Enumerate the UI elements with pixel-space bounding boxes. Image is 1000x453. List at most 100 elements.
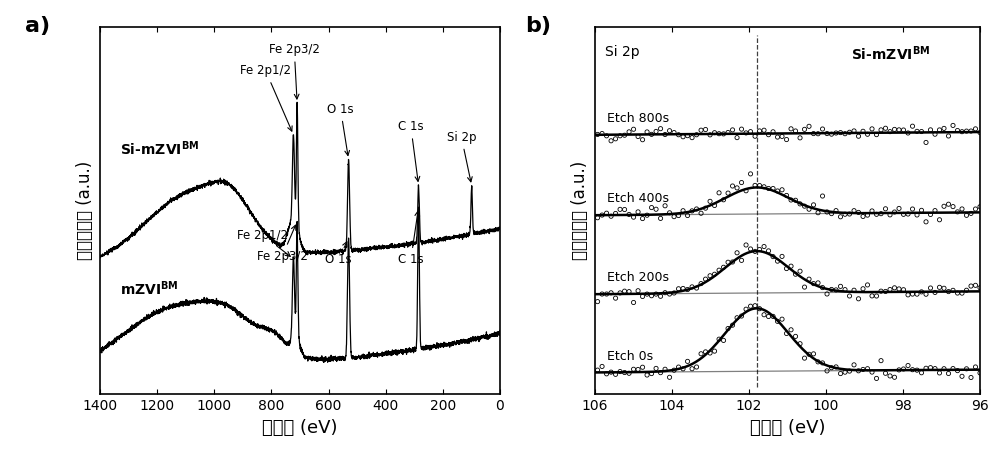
Point — [968, 282, 984, 289]
Point — [747, 248, 763, 255]
Point — [936, 125, 952, 132]
Point — [770, 257, 786, 265]
Point — [851, 209, 867, 216]
Point — [860, 365, 876, 372]
Point — [734, 313, 750, 320]
Point — [824, 130, 840, 138]
Point — [882, 211, 898, 218]
Point — [842, 129, 858, 136]
Point — [851, 295, 867, 303]
Point — [864, 292, 880, 299]
Point — [900, 362, 916, 369]
Point — [824, 210, 840, 217]
Point — [648, 365, 664, 372]
Point — [855, 366, 871, 373]
Point — [887, 284, 903, 291]
Point — [927, 207, 943, 214]
Point — [837, 130, 853, 137]
Point — [693, 210, 709, 217]
Point — [599, 290, 615, 298]
Point — [711, 266, 727, 274]
Point — [923, 284, 939, 292]
Point — [684, 365, 700, 372]
Point — [725, 322, 741, 329]
Point — [612, 206, 628, 213]
Point — [720, 129, 736, 136]
Point — [950, 208, 966, 216]
Point — [662, 374, 678, 381]
Text: Si 2p: Si 2p — [447, 131, 476, 182]
Text: O 1s: O 1s — [327, 103, 354, 155]
Point — [608, 210, 624, 217]
Point — [909, 366, 925, 374]
Point — [747, 133, 763, 140]
Point — [878, 288, 894, 295]
Point — [608, 135, 624, 142]
Point — [864, 207, 880, 215]
Point — [932, 126, 948, 134]
Point — [680, 132, 696, 139]
Text: Fe 2p3/2: Fe 2p3/2 — [269, 43, 320, 99]
Point — [923, 211, 939, 218]
Point — [612, 289, 628, 297]
Point — [779, 192, 795, 199]
Point — [657, 289, 673, 296]
Point — [729, 314, 745, 321]
Point — [666, 366, 682, 374]
Point — [603, 289, 619, 296]
Point — [617, 288, 633, 295]
Point — [734, 257, 750, 264]
Point — [869, 211, 885, 218]
Point — [806, 130, 822, 137]
Point — [734, 179, 750, 186]
Point — [702, 349, 718, 357]
Point — [972, 369, 988, 376]
Point — [900, 291, 916, 299]
Point — [941, 201, 957, 208]
Point — [698, 275, 714, 283]
Point — [743, 246, 759, 253]
Point — [936, 202, 952, 210]
Point — [729, 184, 745, 192]
Point — [905, 205, 921, 212]
Point — [873, 288, 889, 295]
Text: Fe 2p3/2: Fe 2p3/2 — [257, 225, 308, 263]
Point — [747, 302, 763, 309]
Point — [608, 294, 624, 302]
Point — [837, 369, 853, 376]
Point — [833, 129, 849, 136]
Text: C 1s: C 1s — [398, 120, 424, 181]
Text: a): a) — [25, 16, 50, 36]
Point — [617, 131, 633, 139]
Point — [657, 131, 673, 138]
Point — [680, 358, 696, 365]
Point — [959, 287, 975, 294]
Point — [900, 210, 916, 217]
Point — [707, 202, 723, 209]
Point — [806, 350, 822, 357]
Point — [891, 205, 907, 212]
Point — [716, 337, 732, 344]
Point — [594, 363, 610, 370]
Point — [590, 214, 606, 222]
Point — [729, 134, 745, 141]
Point — [693, 280, 709, 287]
Point — [756, 243, 772, 250]
Point — [815, 193, 831, 200]
Point — [887, 374, 903, 381]
Point — [630, 366, 646, 373]
Point — [689, 205, 705, 212]
Text: Fe 2p1/2: Fe 2p1/2 — [237, 229, 290, 256]
Point — [963, 374, 979, 381]
Point — [648, 290, 664, 298]
Point — [653, 293, 669, 300]
Point — [743, 170, 759, 178]
Point — [765, 253, 781, 260]
Point — [788, 333, 804, 340]
Point — [797, 202, 813, 210]
Point — [738, 187, 754, 194]
Point — [842, 367, 858, 375]
Point — [797, 284, 813, 291]
Point — [599, 210, 615, 217]
Point — [770, 318, 786, 325]
